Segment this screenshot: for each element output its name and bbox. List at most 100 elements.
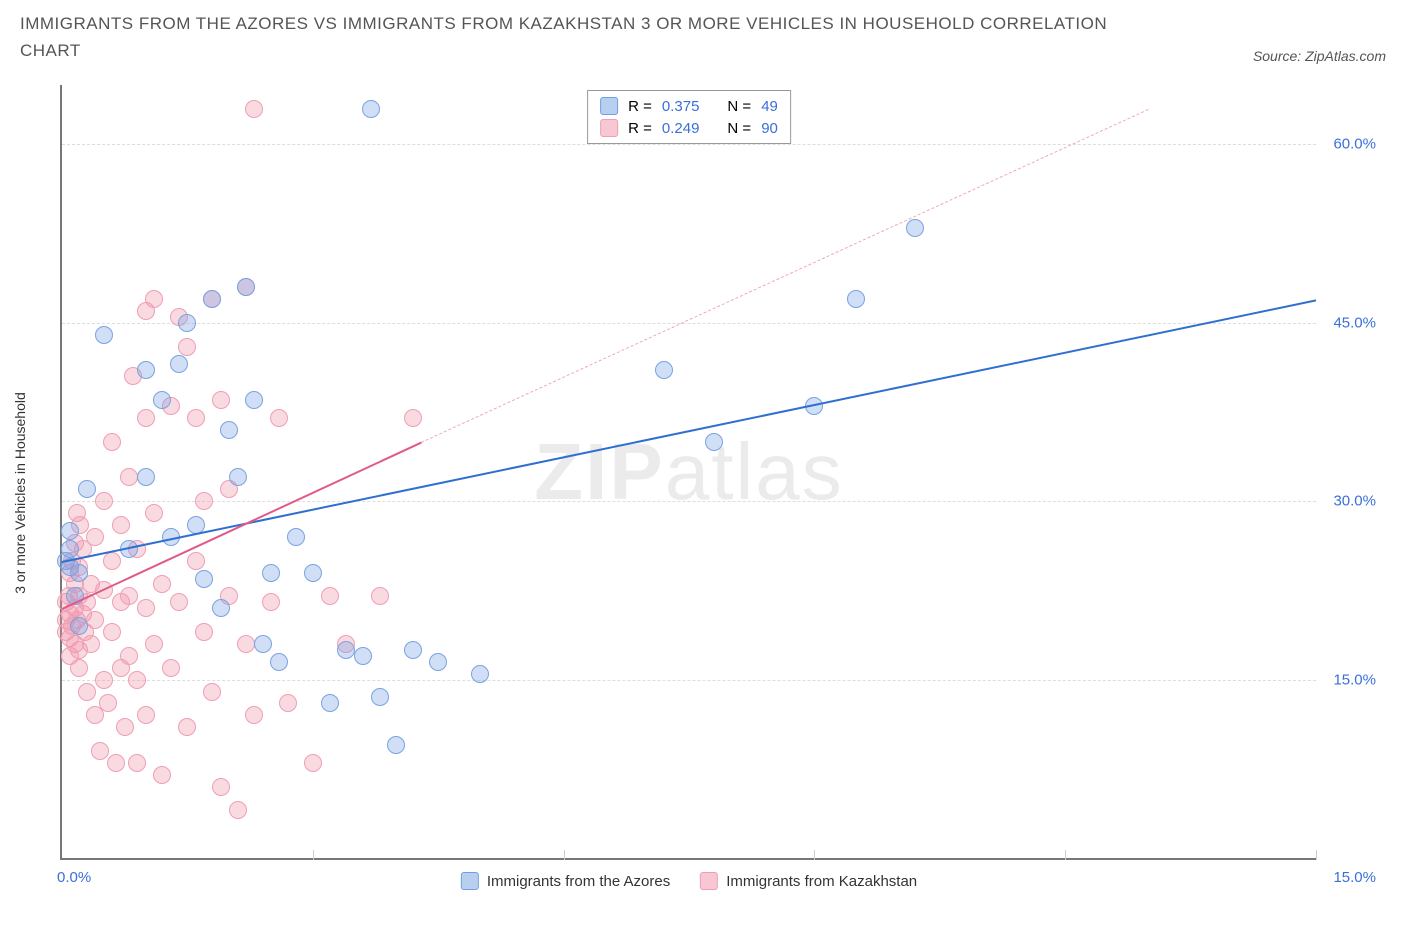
swatch-icon <box>461 872 479 890</box>
data-point <box>371 587 389 605</box>
data-point <box>145 635 163 653</box>
data-point <box>128 754 146 772</box>
data-point <box>112 516 130 534</box>
chart-container: 3 or more Vehicles in Household ZIPatlas… <box>35 85 1386 900</box>
data-point <box>254 635 272 653</box>
data-point <box>137 599 155 617</box>
y-axis-label: 3 or more Vehicles in Household <box>12 392 28 594</box>
data-point <box>91 742 109 760</box>
scatter-plot: ZIPatlas R = 0.375 N = 49 R = 0.249 N = … <box>60 85 1316 860</box>
data-point <box>270 409 288 427</box>
swatch-icon <box>700 872 718 890</box>
data-point <box>847 290 865 308</box>
data-point <box>262 564 280 582</box>
data-point <box>371 688 389 706</box>
legend-item-azores: Immigrants from the Azores <box>461 872 670 890</box>
data-point <box>354 647 372 665</box>
swatch-azores <box>600 97 618 115</box>
data-point <box>321 587 339 605</box>
data-point <box>212 778 230 796</box>
data-point <box>137 361 155 379</box>
data-point <box>103 623 121 641</box>
data-point <box>195 570 213 588</box>
data-point <box>304 564 322 582</box>
data-point <box>178 338 196 356</box>
data-point <box>404 641 422 659</box>
data-point <box>337 641 355 659</box>
data-point <box>304 754 322 772</box>
data-point <box>137 409 155 427</box>
data-point <box>153 575 171 593</box>
data-point <box>195 623 213 641</box>
legend-label-kazakhstan: Immigrants from Kazakhstan <box>726 873 917 890</box>
data-point <box>262 593 280 611</box>
data-point <box>229 801 247 819</box>
stats-legend: R = 0.375 N = 49 R = 0.249 N = 90 <box>587 90 791 144</box>
data-point <box>187 552 205 570</box>
data-point <box>153 391 171 409</box>
data-point <box>212 391 230 409</box>
x-tick-mark <box>1316 850 1317 860</box>
data-point <box>245 100 263 118</box>
stats-row-azores: R = 0.375 N = 49 <box>600 97 778 115</box>
data-point <box>178 718 196 736</box>
r-value-azores: 0.375 <box>662 98 700 115</box>
data-point <box>99 694 117 712</box>
x-tick-max: 15.0% <box>1333 869 1376 886</box>
data-point <box>162 659 180 677</box>
data-point <box>170 355 188 373</box>
data-point <box>95 492 113 510</box>
data-point <box>153 766 171 784</box>
gridline-h <box>62 323 1316 324</box>
data-point <box>429 653 447 671</box>
data-point <box>120 647 138 665</box>
data-point <box>237 635 255 653</box>
stats-row-kazakhstan: R = 0.249 N = 90 <box>600 119 778 137</box>
data-point <box>137 468 155 486</box>
data-point <box>61 522 79 540</box>
n-label: N = <box>727 98 751 115</box>
y-tick-label: 60.0% <box>1333 136 1376 153</box>
data-point <box>906 219 924 237</box>
x-tick-mark <box>1065 850 1066 860</box>
data-point <box>103 552 121 570</box>
r-label: R = <box>628 120 652 137</box>
trend-line <box>62 299 1316 563</box>
data-point <box>471 665 489 683</box>
data-point <box>145 290 163 308</box>
data-point <box>70 617 88 635</box>
data-point <box>705 433 723 451</box>
data-point <box>61 540 79 558</box>
data-point <box>229 468 247 486</box>
data-point <box>270 653 288 671</box>
data-point <box>279 694 297 712</box>
x-tick-mark <box>564 850 565 860</box>
data-point <box>404 409 422 427</box>
data-point <box>145 504 163 522</box>
data-point <box>137 706 155 724</box>
data-point <box>107 754 125 772</box>
y-tick-label: 30.0% <box>1333 493 1376 510</box>
data-point <box>187 409 205 427</box>
swatch-kazakhstan <box>600 119 618 137</box>
data-point <box>655 361 673 379</box>
x-tick-mark <box>313 850 314 860</box>
series-legend: Immigrants from the Azores Immigrants fr… <box>461 872 917 890</box>
n-label: N = <box>727 120 751 137</box>
data-point <box>321 694 339 712</box>
x-tick-mark <box>814 850 815 860</box>
r-value-kazakhstan: 0.249 <box>662 120 700 137</box>
data-point <box>170 593 188 611</box>
legend-label-azores: Immigrants from the Azores <box>487 873 670 890</box>
source-attribution: Source: ZipAtlas.com <box>1253 48 1386 64</box>
data-point <box>203 683 221 701</box>
n-value-azores: 49 <box>761 98 778 115</box>
data-point <box>103 433 121 451</box>
data-point <box>120 468 138 486</box>
data-point <box>387 736 405 754</box>
data-point <box>86 611 104 629</box>
data-point <box>95 326 113 344</box>
gridline-h <box>62 680 1316 681</box>
legend-item-kazakhstan: Immigrants from Kazakhstan <box>700 872 917 890</box>
data-point <box>70 564 88 582</box>
